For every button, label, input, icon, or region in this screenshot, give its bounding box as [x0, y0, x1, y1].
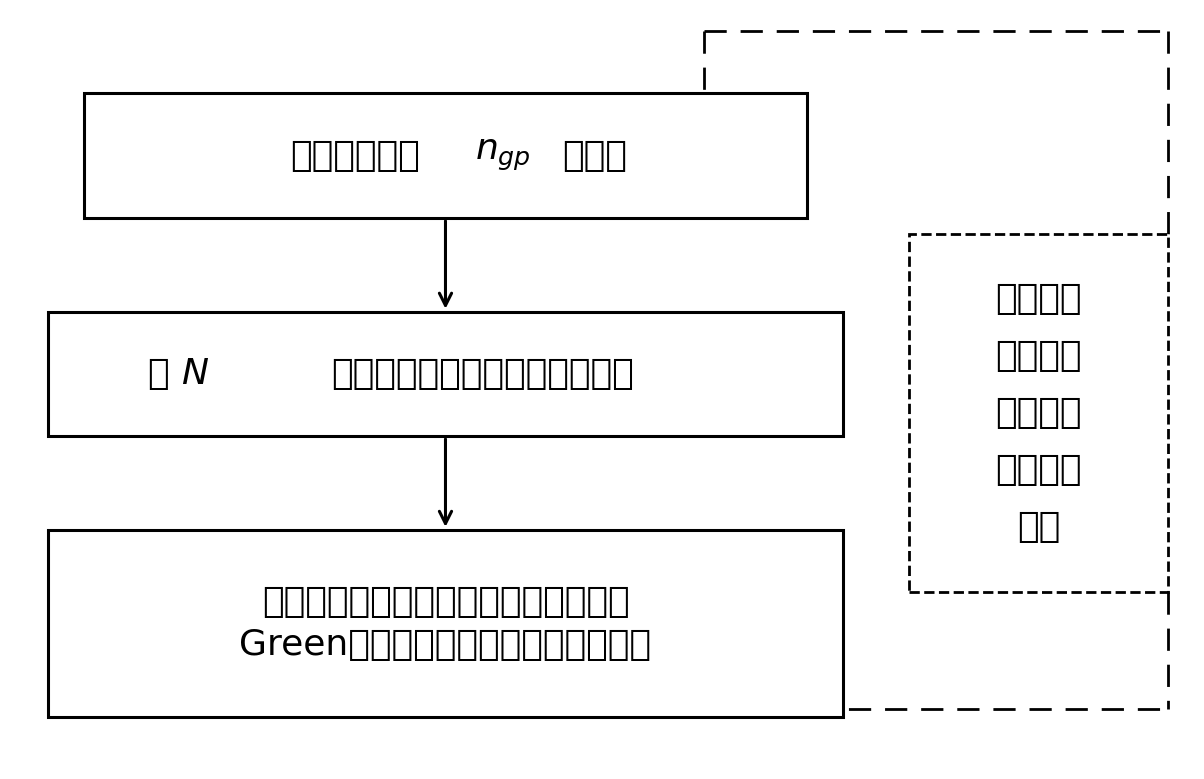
Text: 平行: 平行: [1017, 509, 1060, 544]
Bar: [48, 312, 843, 436]
Text: 每个频率组含: 每个频率组含: [290, 139, 419, 173]
Text: $n_{gp}$: $n_{gp}$: [476, 138, 531, 174]
Text: Green函数及其偏导数，实现一维并行: Green函数及其偏导数，实现一维并行: [240, 628, 651, 661]
Text: 个进程: 个进程: [562, 139, 626, 173]
Text: $N$: $N$: [181, 357, 209, 391]
Bar: [48, 530, 843, 717]
Text: 各频率组: 各频率组: [996, 282, 1081, 316]
Text: 个场点均衡地分配到每个进程中: 个场点均衡地分配到每个进程中: [331, 357, 635, 391]
Text: 干涉，实: 干涉，实: [996, 396, 1081, 430]
Text: 将: 将: [147, 357, 169, 391]
Bar: [84, 93, 807, 218]
Bar: [909, 234, 1168, 592]
Text: 施频率级: 施频率级: [996, 453, 1081, 487]
Text: 之间互不: 之间互不: [996, 339, 1081, 373]
Text: 根据分配的场点，每个进程独立的计算: 根据分配的场点，每个进程独立的计算: [261, 585, 630, 619]
